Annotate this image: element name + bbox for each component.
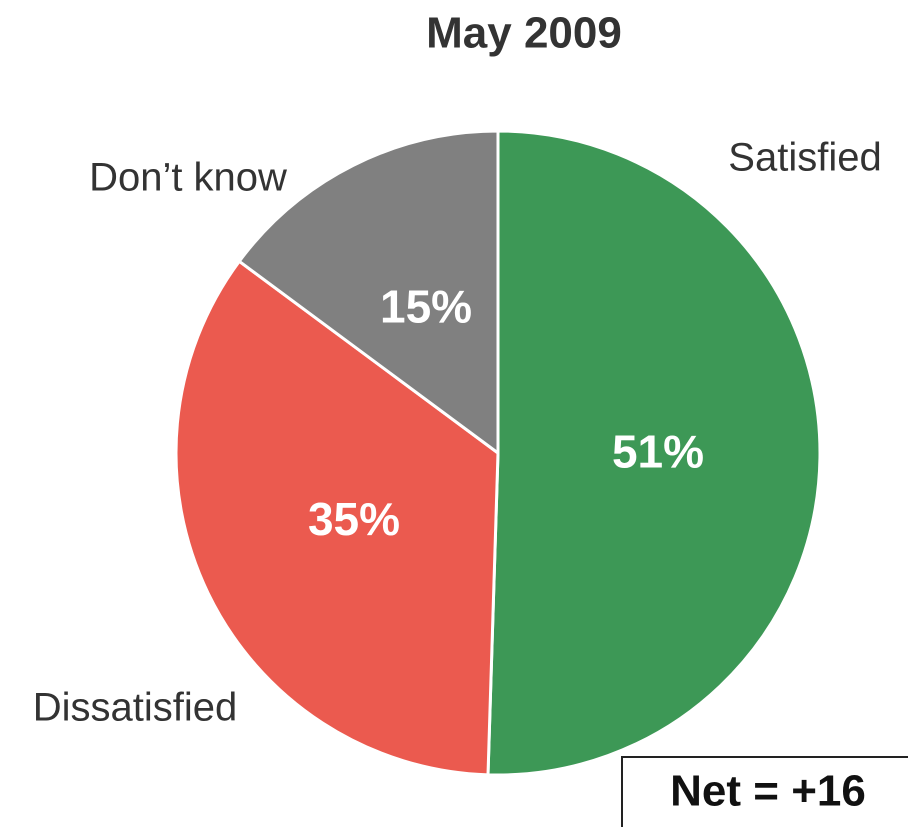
- pie: [174, 129, 822, 777]
- category-label: Dissatisfied: [33, 686, 238, 730]
- value-label: 15%: [380, 280, 472, 332]
- category-label: Satisfied: [728, 136, 881, 180]
- value-label: 51%: [612, 426, 704, 478]
- category-label: Don’t know: [89, 156, 287, 200]
- pie-slice: [237, 129, 500, 456]
- value-label: 35%: [308, 493, 400, 545]
- chart-title: May 2009: [426, 9, 622, 58]
- annotation: Net = +16: [670, 767, 866, 816]
- pie-slice: [486, 129, 822, 777]
- pie-slice: [174, 259, 500, 777]
- annotation-box: [621, 756, 908, 827]
